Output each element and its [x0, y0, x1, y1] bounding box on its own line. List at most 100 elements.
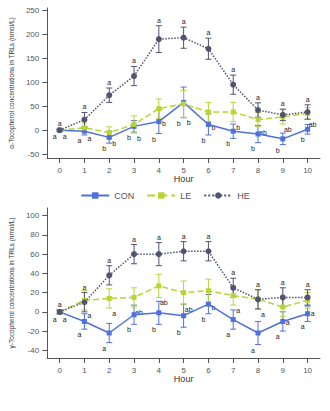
svg-text:b: b: [177, 329, 181, 336]
svg-text:0: 0: [35, 126, 40, 135]
svg-text:a: a: [301, 323, 305, 330]
svg-text:3: 3: [132, 166, 137, 175]
svg-text:200: 200: [26, 30, 40, 39]
svg-text:a: a: [112, 310, 116, 317]
svg-text:6: 6: [206, 166, 211, 175]
svg-text:a: a: [132, 57, 136, 64]
svg-text:b: b: [201, 137, 205, 144]
svg-text:1: 1: [82, 166, 87, 175]
svg-text:a: a: [157, 17, 161, 24]
svg-text:7: 7: [231, 166, 236, 175]
svg-text:a: a: [281, 279, 285, 286]
svg-text:a: a: [276, 333, 280, 340]
svg-text:-20: -20: [28, 327, 40, 336]
svg-text:a: a: [82, 284, 86, 291]
svg-text:a: a: [231, 269, 235, 276]
svg-text:100: 100: [26, 211, 40, 220]
svg-text:a: a: [63, 133, 67, 140]
svg-text:10: 10: [303, 366, 312, 375]
svg-text:3: 3: [132, 366, 137, 375]
svg-text:b: b: [112, 140, 116, 147]
svg-text:9: 9: [281, 366, 286, 375]
svg-text:α-Tocopherol concentrations in: α-Tocopherol concentrations in TRLs (nmo…: [8, 17, 16, 149]
svg-text:4: 4: [157, 166, 162, 175]
svg-text:a: a: [231, 66, 235, 73]
svg-text:b: b: [226, 140, 230, 147]
svg-text:150: 150: [26, 54, 40, 63]
svg-text:5: 5: [181, 166, 186, 175]
svg-text:-40: -40: [28, 346, 40, 355]
svg-text:10: 10: [303, 166, 312, 175]
svg-text:a: a: [53, 316, 57, 323]
svg-text:Hour: Hour: [174, 174, 194, 184]
svg-text:a: a: [77, 331, 81, 338]
svg-text:b: b: [211, 124, 215, 131]
svg-text:LE: LE: [180, 191, 191, 201]
svg-text:80: 80: [30, 230, 39, 239]
svg-text:a: a: [256, 94, 260, 101]
svg-text:1: 1: [82, 366, 87, 375]
svg-text:7: 7: [231, 366, 236, 375]
svg-text:4: 4: [157, 366, 162, 375]
svg-text:40: 40: [30, 269, 39, 278]
svg-text:0: 0: [57, 166, 62, 175]
svg-text:2: 2: [107, 166, 112, 175]
svg-text:-50: -50: [28, 150, 40, 159]
svg-text:8: 8: [256, 166, 261, 175]
svg-text:a: a: [107, 79, 111, 86]
svg-text:a: a: [87, 135, 91, 142]
svg-text:5: 5: [181, 366, 186, 375]
svg-text:HE: HE: [237, 191, 250, 201]
svg-text:a: a: [206, 29, 210, 36]
svg-text:50: 50: [30, 102, 39, 111]
svg-text:b: b: [276, 147, 280, 154]
svg-text:b: b: [201, 316, 205, 323]
svg-text:a: a: [63, 316, 67, 323]
svg-text:a: a: [102, 345, 106, 352]
svg-text:a: a: [261, 311, 265, 318]
svg-text:20: 20: [30, 288, 39, 297]
svg-text:b: b: [251, 145, 255, 152]
svg-text:b: b: [162, 120, 166, 127]
svg-text:a: a: [77, 137, 81, 144]
svg-text:100: 100: [26, 78, 40, 87]
svg-text:Hour: Hour: [174, 374, 194, 384]
svg-text:9: 9: [281, 166, 286, 175]
svg-text:a: a: [182, 233, 186, 240]
svg-text:2: 2: [107, 366, 112, 375]
svg-text:a: a: [58, 301, 62, 308]
svg-text:a: a: [58, 120, 62, 127]
svg-text:a: a: [53, 133, 57, 140]
svg-text:a: a: [311, 310, 315, 317]
svg-text:a: a: [251, 347, 255, 354]
svg-text:a: a: [236, 307, 240, 314]
svg-text:a: a: [182, 18, 186, 25]
svg-text:b: b: [137, 135, 141, 142]
svg-text:a: a: [132, 236, 136, 243]
svg-text:a: a: [206, 233, 210, 240]
svg-text:b: b: [301, 136, 305, 143]
svg-text:b: b: [127, 326, 131, 333]
svg-text:a: a: [281, 100, 285, 107]
svg-text:ab: ab: [160, 299, 168, 306]
svg-text:CON: CON: [114, 191, 134, 201]
svg-text:b: b: [187, 119, 191, 126]
svg-text:a: a: [256, 281, 260, 288]
svg-text:ab: ab: [284, 126, 292, 133]
svg-text:6: 6: [206, 366, 211, 375]
svg-text:a: a: [226, 331, 230, 338]
svg-text:0: 0: [57, 366, 62, 375]
svg-text:b: b: [236, 124, 240, 131]
svg-text:60: 60: [30, 250, 39, 259]
svg-text:b: b: [127, 134, 131, 141]
svg-text:b: b: [177, 120, 181, 127]
svg-text:8: 8: [256, 366, 261, 375]
svg-text:a: a: [82, 103, 86, 110]
svg-text:250: 250: [26, 6, 40, 15]
svg-text:a: a: [107, 257, 111, 264]
svg-text:b: b: [152, 326, 156, 333]
svg-text:a: a: [87, 312, 91, 319]
svg-text:b: b: [152, 136, 156, 143]
svg-text:a: a: [306, 281, 310, 288]
svg-text:b: b: [102, 145, 106, 152]
